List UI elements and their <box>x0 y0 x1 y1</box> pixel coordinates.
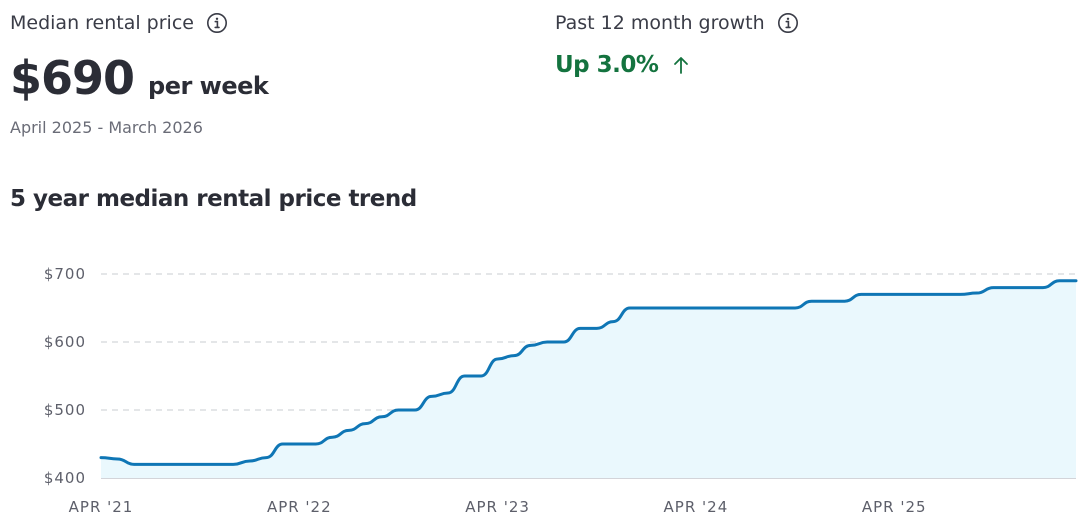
median-date-range: April 2025 - March 2026 <box>10 118 203 137</box>
trend-title: 5 year median rental price trend <box>10 186 417 212</box>
growth-value: Up 3.0% <box>555 52 659 78</box>
x-axis-ticks: APR '21 APR '22 APR '23 APR '24 APR '25 <box>69 498 927 516</box>
x-tick-label: APR '24 <box>664 498 729 516</box>
trend-line <box>99 279 1078 466</box>
y-tick-label: $600 <box>44 333 86 351</box>
x-tick-label: APR '21 <box>69 498 134 516</box>
x-tick-label: APR '23 <box>465 498 530 516</box>
median-rental-label: Median rental price <box>10 12 194 34</box>
info-icon[interactable] <box>777 12 799 34</box>
y-tick-label: $400 <box>44 469 86 487</box>
y-axis-ticks: $400 $500 $600 $700 <box>44 265 86 487</box>
median-rental-label-row: Median rental price <box>10 10 268 36</box>
growth-row: Up 3.0% <box>555 52 799 78</box>
trend-area-fill <box>101 280 1076 478</box>
x-tick-label: APR '25 <box>862 498 927 516</box>
growth-label: Past 12 month growth <box>555 12 765 34</box>
arrow-up-icon <box>672 55 690 75</box>
rental-trend-chart: $400$500$600$700 APR '21 APR '22 APR '23 AP… <box>44 265 1078 516</box>
median-rental-block: Median rental price $690 per week April … <box>10 10 269 137</box>
y-tick-label: $700 <box>44 265 86 283</box>
growth-block: Past 12 month growth Up 3.0% <box>555 10 799 78</box>
median-price-unit: per week <box>148 72 269 100</box>
median-price-value: $690 <box>10 51 135 105</box>
price-row: $690 per week <box>10 51 269 105</box>
y-tick-label: $500 <box>44 401 86 419</box>
x-tick-label: APR '22 <box>267 498 332 516</box>
growth-label-row: Past 12 month growth <box>555 10 799 36</box>
info-icon[interactable] <box>206 12 228 34</box>
